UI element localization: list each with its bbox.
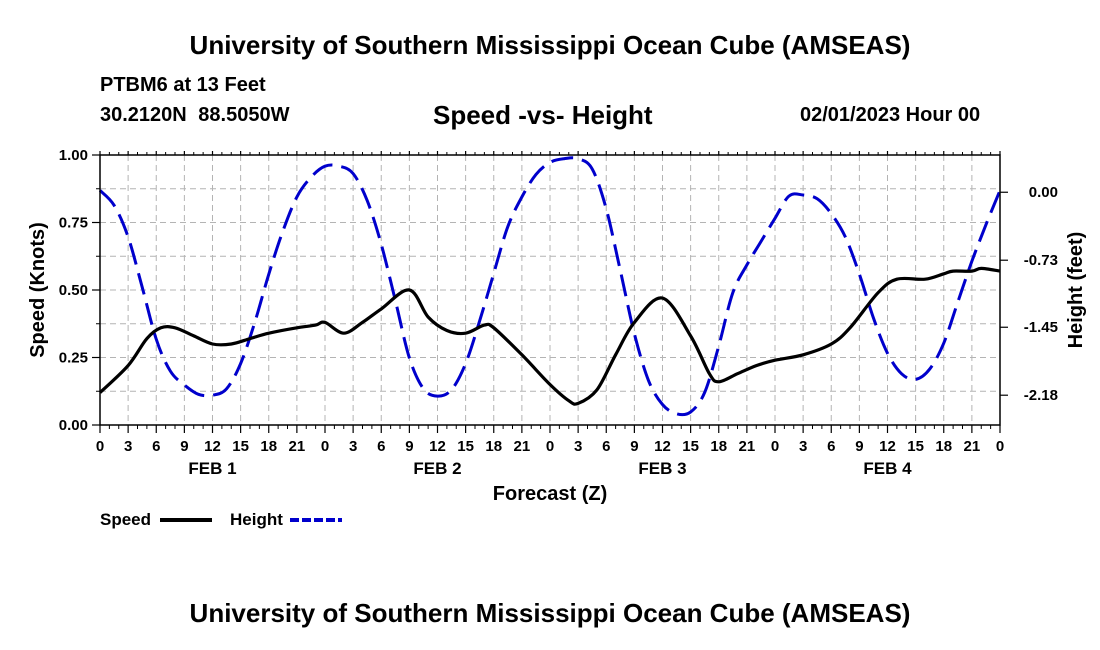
- day-label: FEB 2: [413, 459, 461, 478]
- x-tick-label: 15: [232, 438, 249, 455]
- footer-title: University of Southern Mississippi Ocean…: [189, 598, 911, 628]
- x-tick-label: 18: [710, 438, 727, 455]
- x-tick-label: 12: [654, 438, 671, 455]
- series-layer: [98, 156, 1002, 417]
- forecast-time: 02/01/2023 Hour 00: [800, 104, 981, 126]
- y-tick-label: 0.75: [59, 215, 88, 232]
- x-tick-label: 3: [349, 438, 357, 455]
- station-name: PTBM6 at 13 Feet: [100, 74, 266, 96]
- y2-tick-label: -2.18: [1024, 387, 1058, 404]
- y2-tick-label: -1.45: [1024, 319, 1058, 336]
- x-tick-label: 0: [96, 438, 104, 455]
- x-tick-label: 21: [289, 438, 306, 455]
- y-axis-label: Speed (Knots): [27, 222, 49, 358]
- x-tick-label: 18: [485, 438, 502, 455]
- x-tick-label: 21: [964, 438, 981, 455]
- x-tick-label: 12: [879, 438, 896, 455]
- x-tick-label: 15: [682, 438, 699, 455]
- chart-title: Speed -vs- Height: [433, 100, 653, 130]
- y-tick-label: 0.50: [59, 282, 88, 299]
- y-tick-label: 0.25: [59, 350, 88, 367]
- y2-axis-label: Height (feet): [1065, 232, 1087, 349]
- x-tick-label: 9: [180, 438, 188, 455]
- x-tick-label: 6: [602, 438, 610, 455]
- x-tick-label: 6: [377, 438, 385, 455]
- legend: Speed Height: [100, 510, 342, 529]
- x-tick-label: 15: [907, 438, 924, 455]
- x-tick-label: 9: [630, 438, 638, 455]
- x-tick-label: 21: [739, 438, 756, 455]
- x-tick-label: 0: [546, 438, 554, 455]
- x-tick-label: 0: [771, 438, 779, 455]
- y-tick-label: 1.00: [59, 147, 88, 164]
- y-tick-label: 0.00: [59, 417, 88, 434]
- x-tick-label: 9: [855, 438, 863, 455]
- legend-height-label: Height: [230, 510, 283, 529]
- x-tick-label: 3: [124, 438, 132, 455]
- day-label: FEB 4: [863, 459, 912, 478]
- x-tick-label: 6: [827, 438, 835, 455]
- header-title: University of Southern Mississippi Ocean…: [189, 30, 911, 60]
- x-tick-label: 0: [321, 438, 329, 455]
- legend-speed-label: Speed: [100, 510, 151, 529]
- x-tick-label: 15: [457, 438, 474, 455]
- x-tick-label: 12: [204, 438, 221, 455]
- x-tick-label: 12: [429, 438, 446, 455]
- y2-tick-label: -0.73: [1024, 252, 1058, 269]
- day-label: FEB 3: [638, 459, 686, 478]
- axes: 0 3 6 9 12 15 18 21 0 3 6 9 12 15 18 21 0 3 6 9 12 15 18 21 0 3 6 9…: [59, 147, 1058, 478]
- x-axis-label: Forecast (Z): [493, 483, 607, 505]
- x-tick-label: 0: [996, 438, 1004, 455]
- x-tick-label: 21: [514, 438, 531, 455]
- x-tick-label: 3: [799, 438, 807, 455]
- x-tick-label: 9: [405, 438, 413, 455]
- x-tick-label: 18: [260, 438, 277, 455]
- x-tick-label: 3: [574, 438, 582, 455]
- x-tick-label: 18: [935, 438, 952, 455]
- height-series-line: [98, 156, 1002, 417]
- y2-tick-label: 0.00: [1029, 184, 1058, 201]
- grid: [100, 155, 1000, 425]
- speed-series-line: [98, 266, 1001, 406]
- station-coordinates: 30.2120N 88.5050W: [100, 104, 290, 126]
- x-tick-label: 6: [152, 438, 160, 455]
- day-label: FEB 1: [188, 459, 236, 478]
